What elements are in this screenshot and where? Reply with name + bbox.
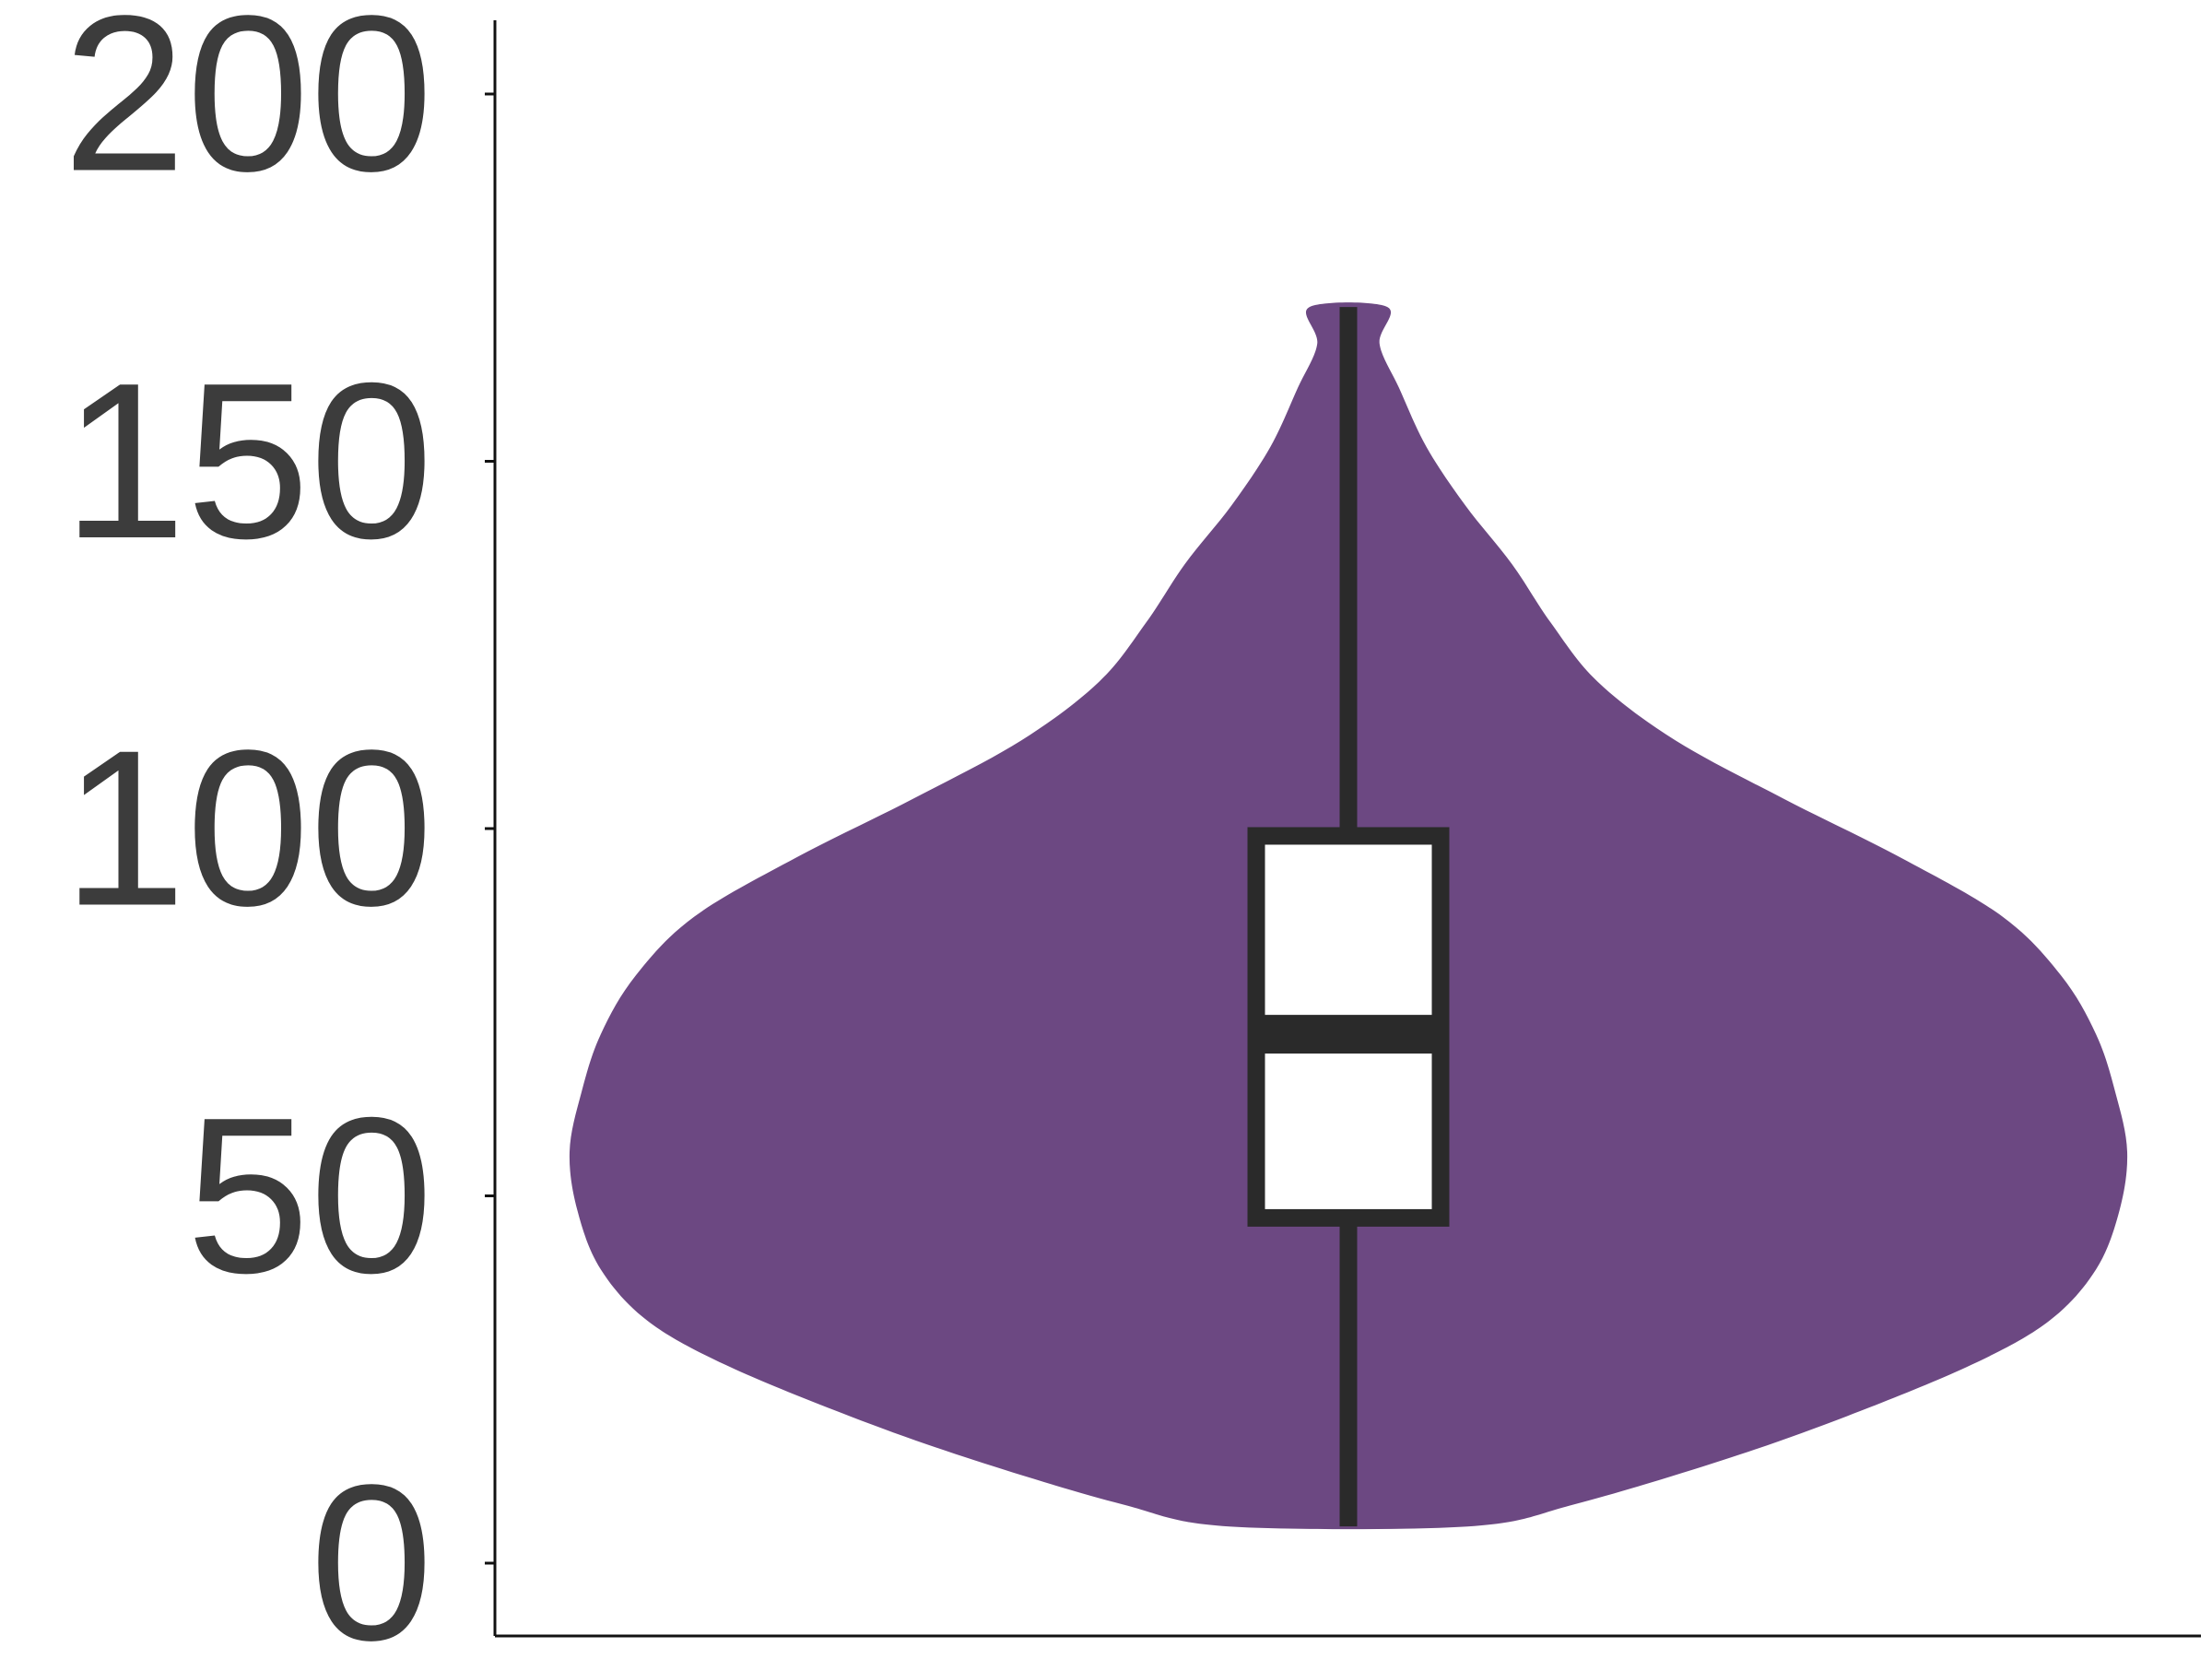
plot-area <box>569 302 2128 1530</box>
y-tick-label: 150 <box>63 337 433 585</box>
y-tick-label: 50 <box>186 1072 433 1320</box>
y-tick-label: 100 <box>63 705 433 953</box>
y-axis-ticks: 0 50 100 150 200 <box>63 0 495 1659</box>
axes: 0 50 100 150 200 <box>63 0 2201 1659</box>
box-plot <box>1247 307 1450 1527</box>
y-tick-label: 200 <box>63 0 433 218</box>
y-tick-label: 0 <box>310 1440 433 1659</box>
